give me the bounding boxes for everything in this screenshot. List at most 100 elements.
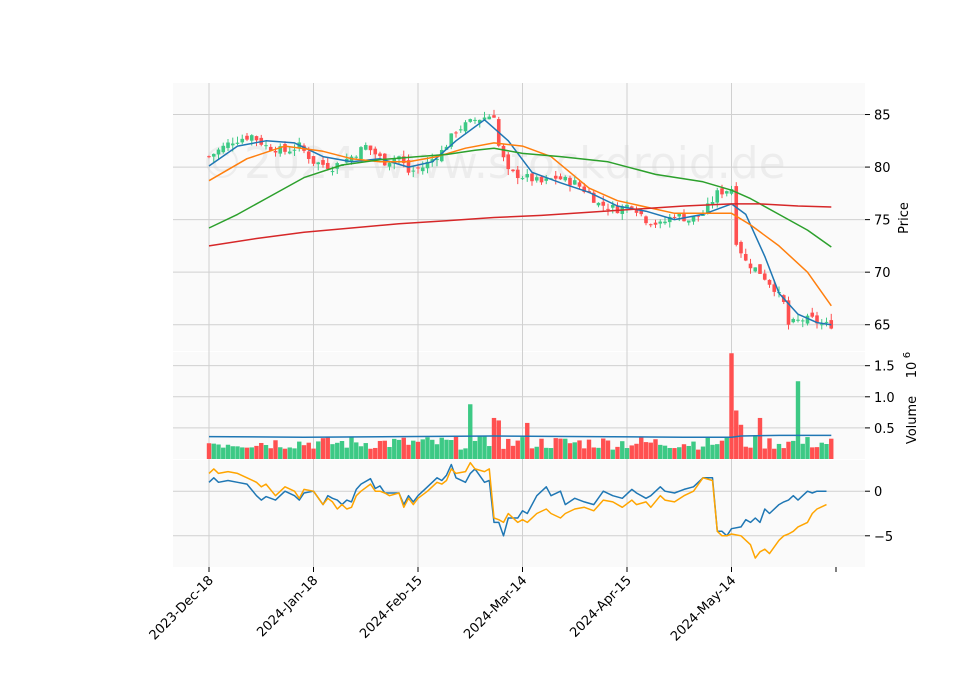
candle-body <box>487 116 492 120</box>
volume-bar <box>297 441 302 459</box>
volume-bar <box>316 441 321 459</box>
candle-body <box>245 135 249 140</box>
candle-body <box>724 191 729 194</box>
candle-body <box>278 146 283 154</box>
volume-bar <box>358 446 364 459</box>
candle-body <box>686 220 691 223</box>
volume-bar <box>786 441 791 459</box>
volume-bar <box>662 445 668 459</box>
candle-body <box>663 221 667 224</box>
volume-bar <box>439 437 444 459</box>
candle-body <box>772 284 777 292</box>
candle-body <box>677 213 682 217</box>
candle-body <box>292 149 297 151</box>
candle-body <box>634 209 639 213</box>
price-axis-label: Price <box>897 202 912 234</box>
y-tick-label: 0 <box>874 485 882 500</box>
candle-body <box>306 151 311 159</box>
candle-body <box>672 216 677 218</box>
volume-bar <box>767 438 772 459</box>
volume-bar <box>658 444 663 459</box>
candle-body <box>473 119 477 121</box>
candle-body <box>359 147 363 160</box>
oscillator-panel <box>173 460 865 567</box>
volume-bar <box>354 442 359 459</box>
volume-bar <box>753 436 758 459</box>
volume-bar <box>425 437 430 459</box>
y-tick-label: 80 <box>874 161 891 176</box>
candle-body <box>463 122 468 132</box>
volume-bar <box>311 448 316 459</box>
volume-bar <box>534 446 539 459</box>
candle-body <box>416 167 420 169</box>
volume-bar <box>415 441 421 459</box>
volume-bar <box>510 445 516 459</box>
volume-bar <box>620 441 625 459</box>
volume-bar <box>696 449 701 459</box>
candle-body <box>254 136 259 141</box>
volume-bar <box>349 437 354 459</box>
candle-body <box>368 145 373 151</box>
volume-bar <box>667 447 672 459</box>
candle-body <box>515 169 520 179</box>
volume-bar <box>306 442 311 459</box>
candle-body <box>373 148 378 155</box>
candle-body <box>653 222 658 225</box>
volume-bar <box>814 447 820 459</box>
volume-bar <box>743 446 748 459</box>
volume-bar <box>705 436 710 459</box>
candle-body <box>520 178 525 180</box>
candle-body <box>615 206 620 214</box>
volume-bar <box>677 447 682 459</box>
candle-body <box>530 173 534 182</box>
volume-bar <box>577 440 582 459</box>
volume-bar <box>282 448 288 459</box>
candle-body <box>230 143 235 146</box>
y-tick-label: 70 <box>874 266 891 281</box>
volume-bar <box>648 442 653 459</box>
candle-body <box>435 159 439 161</box>
volume-bar <box>287 447 292 459</box>
candle-body <box>226 142 230 148</box>
volume-bar <box>377 440 383 459</box>
volume-bar <box>368 448 373 459</box>
candle-body <box>696 215 701 217</box>
candle-body <box>753 267 758 272</box>
volume-bar <box>776 443 782 459</box>
volume-bar <box>216 444 221 459</box>
candle-body <box>506 154 511 170</box>
volume-bar <box>230 446 235 459</box>
series-line-vol_ma <box>208 434 832 438</box>
candle-body <box>715 190 720 203</box>
candle-body <box>629 206 634 208</box>
candle-body <box>558 176 563 180</box>
volume-bar <box>719 440 725 459</box>
candle-body <box>264 145 268 147</box>
volume-bar <box>672 448 677 459</box>
volume-bar <box>567 443 573 459</box>
volume-exponent-power: 6 <box>902 352 913 358</box>
volume-bar <box>700 446 706 459</box>
candle-body <box>378 153 382 157</box>
candle-body <box>477 119 482 123</box>
candle-body <box>363 145 368 150</box>
candle-body <box>321 160 325 165</box>
candle-body <box>283 144 287 152</box>
volume-bar <box>539 438 544 459</box>
volume-bar <box>221 447 226 459</box>
volume-bar <box>491 417 497 459</box>
volume-bar <box>791 440 796 459</box>
candle-body <box>311 156 316 164</box>
candle-body <box>458 129 463 131</box>
volume-bar <box>691 441 696 459</box>
volume-bar <box>610 449 615 459</box>
volume-bar <box>819 442 824 459</box>
volume-bar <box>401 437 406 459</box>
volume-bar <box>301 445 307 459</box>
volume-bar <box>373 447 378 459</box>
candle-body <box>625 204 629 209</box>
volume-bar <box>639 437 644 459</box>
volume-bar <box>624 448 630 459</box>
volume-bar <box>829 438 834 459</box>
